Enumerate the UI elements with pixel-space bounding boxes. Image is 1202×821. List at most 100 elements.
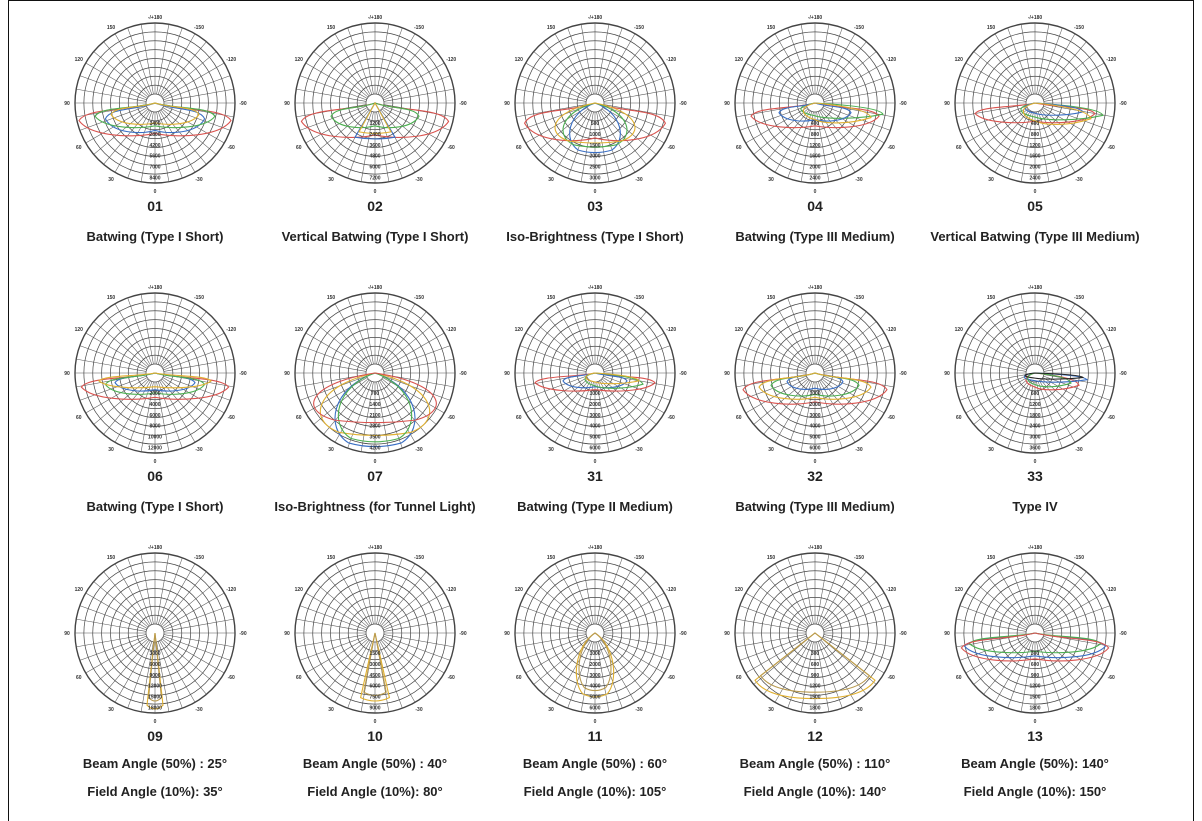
- polar-spoke: [973, 638, 1029, 685]
- polar-spoke: [296, 358, 367, 372]
- polar-spoke: [525, 637, 588, 674]
- polar-spoke: [816, 24, 830, 95]
- polar-spoke: [334, 640, 371, 703]
- polar-spoke: [305, 332, 368, 369]
- polar-spoke: [1043, 375, 1111, 401]
- polar-spoke: [597, 27, 623, 95]
- polar-spoke: [603, 605, 671, 631]
- polar-spoke: [959, 375, 1027, 401]
- angle-label: -90: [679, 371, 686, 377]
- polar-spoke: [543, 571, 590, 627]
- angle-label: -90: [899, 101, 906, 107]
- polar-spoke: [163, 634, 234, 648]
- beam-angle-label: Beam Angle (50%) : 25°: [82, 756, 228, 771]
- radial-tick-label: 2000: [589, 662, 600, 668]
- polar-spoke: [817, 557, 843, 625]
- polar-spoke: [819, 33, 856, 96]
- polar-spoke: [360, 381, 374, 452]
- polar-spoke: [965, 377, 1028, 414]
- polar-spoke: [1037, 27, 1063, 95]
- angle-label: 0: [594, 459, 597, 465]
- polar-spoke: [603, 618, 674, 632]
- angle-label-top: -/+180: [1028, 15, 1043, 21]
- angle-label: 60: [956, 145, 962, 151]
- polar-spoke: [93, 581, 149, 628]
- angle-label-top: -/+180: [808, 285, 823, 291]
- polar-spoke: [763, 571, 810, 627]
- polar-spoke: [1020, 381, 1034, 452]
- polar-spoke: [160, 311, 207, 367]
- angle-label: -150: [414, 295, 424, 301]
- polar-plot-12: 300600900120015001800-/+180-150150-12012…: [724, 545, 907, 725]
- series-curve-1: [1025, 372, 1080, 391]
- angle-label: 60: [76, 675, 82, 681]
- polar-spoke: [76, 88, 147, 102]
- polar-spoke: [823, 75, 891, 101]
- polar-spoke: [956, 374, 1027, 388]
- angle-label: 90: [284, 631, 290, 637]
- polar-plot-09: 3000 6000 9000 12000 15000 18000 -/+180 -150 150…: [64, 545, 247, 725]
- polar-spoke: [160, 379, 207, 435]
- polar-spoke: [519, 105, 587, 131]
- angle-label: -150: [854, 25, 864, 31]
- series-curve-3: [337, 372, 413, 443]
- angle-label: 0: [154, 459, 157, 465]
- polar-spoke: [774, 380, 811, 443]
- angle-label: 120: [735, 587, 744, 593]
- polar-spoke: [603, 105, 671, 131]
- angle-label: -30: [415, 707, 422, 713]
- polar-spoke: [347, 27, 373, 95]
- polar-spoke: [383, 618, 454, 632]
- polar-spoke: [753, 378, 809, 425]
- polar-spoke: [822, 592, 885, 629]
- chart-description: Iso-Brightness (for Tunnel Light): [274, 499, 476, 514]
- polar-spoke: [376, 381, 390, 452]
- polar-spoke: [382, 62, 445, 99]
- polar-spoke: [383, 375, 451, 401]
- polar-spoke: [820, 311, 867, 367]
- polar-spoke: [819, 380, 856, 443]
- polar-spoke: [1039, 33, 1076, 96]
- angle-label: -120: [1106, 327, 1116, 333]
- polar-spoke: [580, 381, 594, 452]
- polar-spoke: [163, 105, 231, 131]
- polar-spoke: [163, 635, 231, 661]
- angle-label: 150: [987, 295, 996, 301]
- polar-spoke: [347, 297, 373, 365]
- polar-spoke: [1041, 108, 1097, 155]
- radial-tick-label: 7200: [369, 176, 380, 182]
- polar-spoke: [305, 62, 368, 99]
- polar-spoke: [159, 33, 196, 96]
- angle-label: -30: [415, 447, 422, 453]
- polar-spoke: [381, 638, 437, 685]
- polar-spoke: [800, 24, 814, 95]
- radial-tick-label: 1200: [1029, 402, 1040, 408]
- angle-label: -90: [1119, 101, 1126, 107]
- angle-label: 60: [516, 675, 522, 681]
- polar-spoke: [160, 41, 207, 97]
- polar-spoke: [383, 635, 451, 661]
- polar-spoke: [377, 641, 403, 709]
- radial-tick-label: 8400: [149, 176, 160, 182]
- radial-tick-label: 1200: [1029, 684, 1040, 690]
- polar-spoke: [1042, 637, 1105, 674]
- polar-spoke: [787, 111, 813, 179]
- angle-label: 150: [327, 25, 336, 31]
- angle-label: -60: [668, 145, 675, 151]
- polar-spoke: [533, 108, 589, 155]
- angle-label: 0: [374, 189, 377, 195]
- field-angle-label: Field Angle (10%): 35°: [87, 784, 223, 799]
- radial-tick-label: 1600: [809, 154, 820, 160]
- polar-spoke: [85, 637, 148, 674]
- angle-label: 120: [955, 587, 964, 593]
- angle-label: -120: [666, 327, 676, 333]
- radial-tick-label: 6000: [369, 684, 380, 690]
- polar-spoke: [1041, 51, 1097, 98]
- polar-spoke: [305, 637, 368, 674]
- series-curve-1: [523, 102, 667, 142]
- angle-label: -60: [888, 675, 895, 681]
- polar-plot-04: 4008001200160020002400-/+180-150150-1201…: [724, 15, 907, 195]
- polar-spoke: [603, 75, 671, 101]
- series-curve-4: [802, 102, 872, 124]
- polar-spoke: [519, 605, 587, 631]
